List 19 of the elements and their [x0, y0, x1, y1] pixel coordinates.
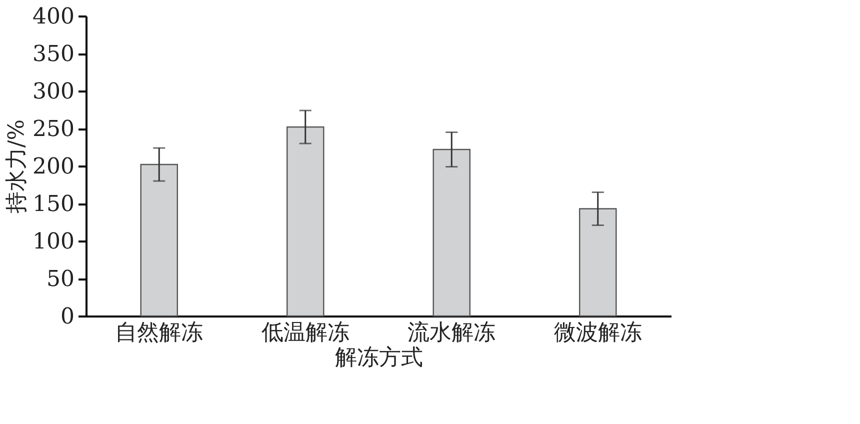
y-tick-label: 350 — [32, 42, 74, 67]
x-tick-label: 微波解冻 — [554, 320, 642, 346]
y-tick-label: 100 — [32, 230, 74, 254]
y-tick-label: 400 — [32, 4, 74, 30]
bar — [286, 126, 324, 317]
x-tick-label: 低温解冻 — [261, 320, 350, 346]
y-tick-label: 300 — [32, 80, 74, 104]
y-tick-label: 200 — [32, 154, 74, 180]
bar — [140, 164, 178, 317]
y-tick-label: 50 — [46, 267, 74, 292]
x-axis-title: 解冻方式 — [335, 346, 423, 370]
bar — [432, 148, 471, 317]
x-tick-label: 自然解冻 — [115, 320, 204, 346]
y-tick-label: 150 — [32, 192, 74, 217]
y-axis-title: 持水力/% — [4, 119, 30, 214]
bar — [578, 208, 617, 317]
y-tick-label: 250 — [32, 117, 74, 142]
x-tick-label: 流水解冻 — [408, 320, 496, 346]
y-tick-label: 0 — [60, 304, 74, 330]
